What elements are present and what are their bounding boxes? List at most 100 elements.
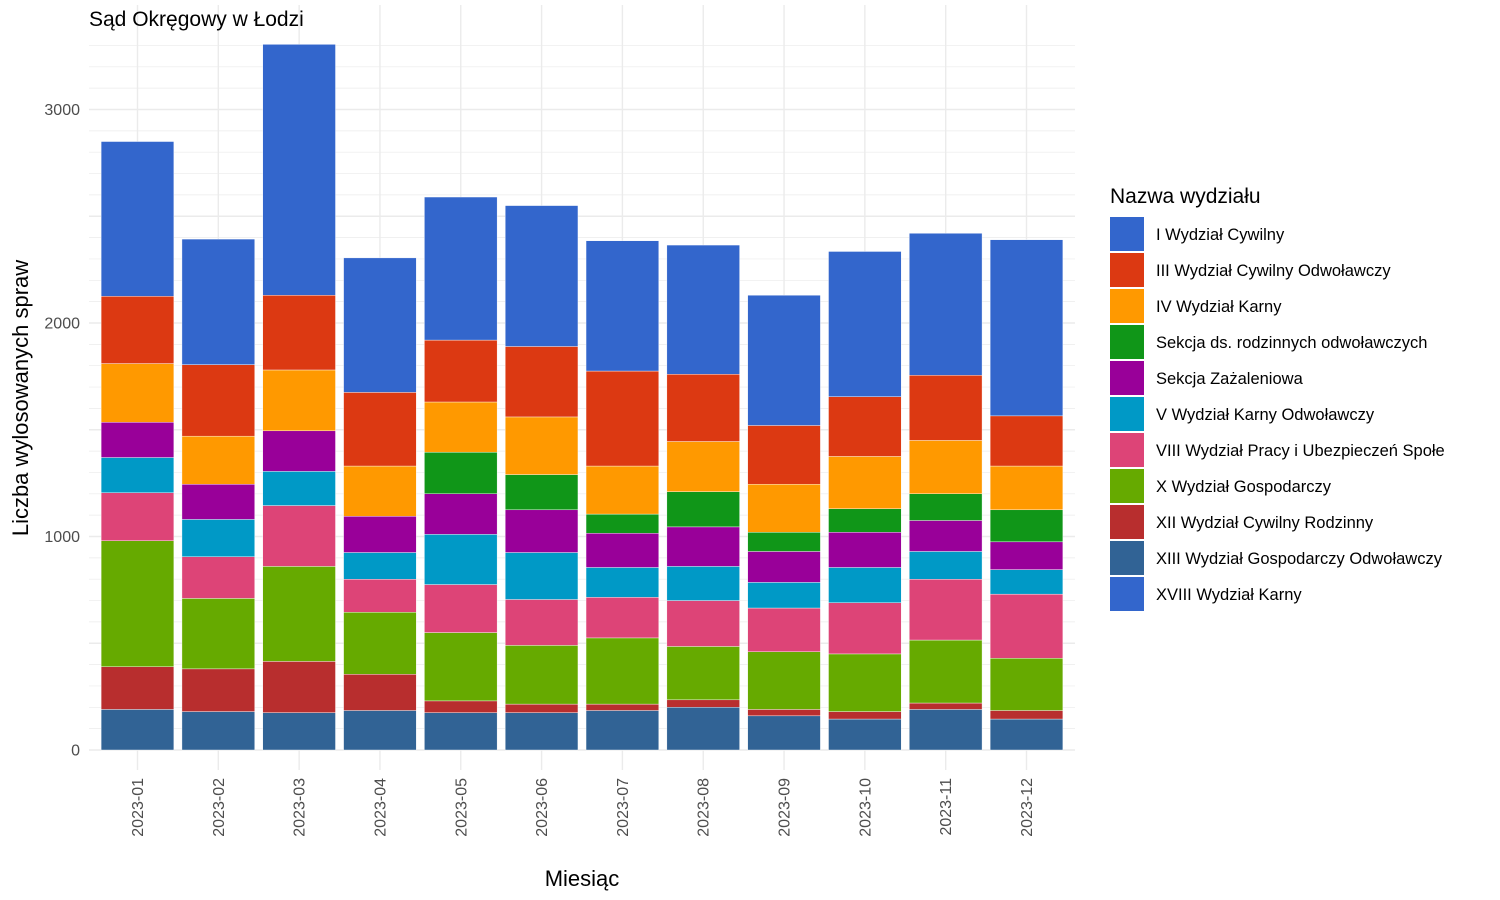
bar-segment xyxy=(828,396,902,457)
x-tick-label: 2023-07 xyxy=(615,778,632,837)
x-tick-label: 2023-12 xyxy=(1019,778,1036,837)
bar-segment xyxy=(747,715,821,751)
bar-segment xyxy=(100,363,175,423)
bar-segment xyxy=(100,666,175,710)
bar-segment xyxy=(585,240,659,372)
bar-segment xyxy=(343,710,417,751)
y-tick-label: 3000 xyxy=(44,102,80,119)
bar-segment xyxy=(181,238,255,365)
bar-segment xyxy=(424,196,498,341)
legend-label: XII Wydział Cywilny Rodzinny xyxy=(1156,514,1374,532)
bar-segment xyxy=(505,599,579,646)
legend-label: VIII Wydział Pracy i Ubezpieczeń Społe xyxy=(1156,442,1445,460)
bar-segment xyxy=(424,712,498,751)
legend-label: V Wydział Karny Odwoławczy xyxy=(1156,406,1375,424)
bar-segment xyxy=(505,346,579,418)
bar-segment xyxy=(181,364,255,437)
legend-swatch xyxy=(1110,253,1144,287)
legend-swatch xyxy=(1110,289,1144,323)
x-tick-label: 2023-06 xyxy=(534,778,551,837)
bar-segment xyxy=(909,520,983,552)
bar-segment xyxy=(989,509,1064,543)
legend-swatch xyxy=(1110,217,1144,251)
bar-segment xyxy=(747,607,821,652)
bar-segment xyxy=(181,483,255,520)
bar-segment xyxy=(828,456,902,509)
x-axis-ticks: 2023-01 2023-02 2023-03 2023-04 2023-05 2023-… xyxy=(130,778,1036,837)
x-tick-label: 2023-11 xyxy=(938,778,955,836)
bar-segment xyxy=(181,519,255,557)
bar-segment xyxy=(585,513,659,534)
bar-segment xyxy=(100,141,175,297)
bar-segment xyxy=(343,579,417,613)
bar-segment xyxy=(989,710,1064,720)
bar-segment xyxy=(666,526,740,567)
bar-segment xyxy=(181,711,255,751)
bar-segment xyxy=(909,233,983,376)
bar-segment xyxy=(747,425,821,485)
bar-segment xyxy=(262,471,336,506)
legend-swatch xyxy=(1110,325,1144,359)
bar-segment xyxy=(909,493,983,521)
legend-title: Nazwa wydziału xyxy=(1110,185,1261,208)
bar-segment xyxy=(747,551,821,583)
bar-segment xyxy=(343,465,417,517)
bar-segment xyxy=(424,584,498,633)
bar-segment xyxy=(262,369,336,432)
bar-segment xyxy=(343,552,417,580)
legend-label: Sekcja Zażaleniowa xyxy=(1156,370,1304,388)
bar-segment xyxy=(505,645,579,705)
bar-segment xyxy=(181,435,255,485)
legend-label: X Wydział Gospodarczy xyxy=(1156,478,1332,496)
bar-segment xyxy=(424,493,498,535)
bar-segment xyxy=(909,579,983,641)
bar-segment xyxy=(505,552,579,600)
legend-label: I Wydział Cywilny xyxy=(1156,226,1285,244)
bar-segment xyxy=(828,508,902,533)
legend-swatch xyxy=(1110,433,1144,467)
bar-segment xyxy=(262,505,336,567)
bar-segment xyxy=(989,541,1064,570)
bar-segment xyxy=(181,556,255,599)
y-tick-label: 0 xyxy=(71,743,80,760)
x-axis-title: Miesiąc xyxy=(545,866,620,891)
bar-segment xyxy=(585,703,659,711)
legend-items: I Wydział Cywilny III Wydział Cywilny Odw… xyxy=(1110,217,1445,611)
x-tick-label: 2023-09 xyxy=(777,778,794,837)
legend-label: IV Wydział Karny xyxy=(1156,298,1282,316)
y-axis-title: Liczba wylosowanych spraw xyxy=(8,260,33,536)
bar-segment xyxy=(262,566,336,662)
bar-segment xyxy=(181,668,255,712)
bar-segment xyxy=(828,602,902,655)
bar-segment xyxy=(666,699,740,708)
bar-segment xyxy=(262,661,336,713)
bar-segment xyxy=(262,295,336,371)
bar-segment xyxy=(989,239,1064,417)
bar-segment xyxy=(424,632,498,702)
x-tick-label: 2023-08 xyxy=(696,778,713,837)
bar-segment xyxy=(909,375,983,441)
x-tick-label: 2023-02 xyxy=(211,778,228,837)
legend-label: III Wydział Cywilny Odwoławczy xyxy=(1156,262,1391,280)
bar-segment xyxy=(828,251,902,397)
bar-segment xyxy=(262,712,336,751)
y-axis-ticks: 0 1000 2000 3000 xyxy=(44,102,80,760)
bar-segment xyxy=(666,244,740,375)
bar-segment xyxy=(666,600,740,647)
x-tick-label: 2023-01 xyxy=(130,778,147,837)
bar-segment xyxy=(262,44,336,296)
bar-segment xyxy=(100,709,175,751)
bar-segment xyxy=(666,374,740,442)
bar-segment xyxy=(989,657,1064,711)
bar-segment xyxy=(343,674,417,711)
x-tick-label: 2023-03 xyxy=(292,778,309,837)
bar-segment xyxy=(828,532,902,568)
legend-swatch xyxy=(1110,397,1144,431)
bar-segment xyxy=(585,533,659,568)
bar-segment xyxy=(343,516,417,553)
bar-segment xyxy=(585,465,659,515)
bar-segment xyxy=(424,700,498,713)
x-tick-label: 2023-10 xyxy=(857,778,874,837)
bar-segment xyxy=(585,567,659,598)
